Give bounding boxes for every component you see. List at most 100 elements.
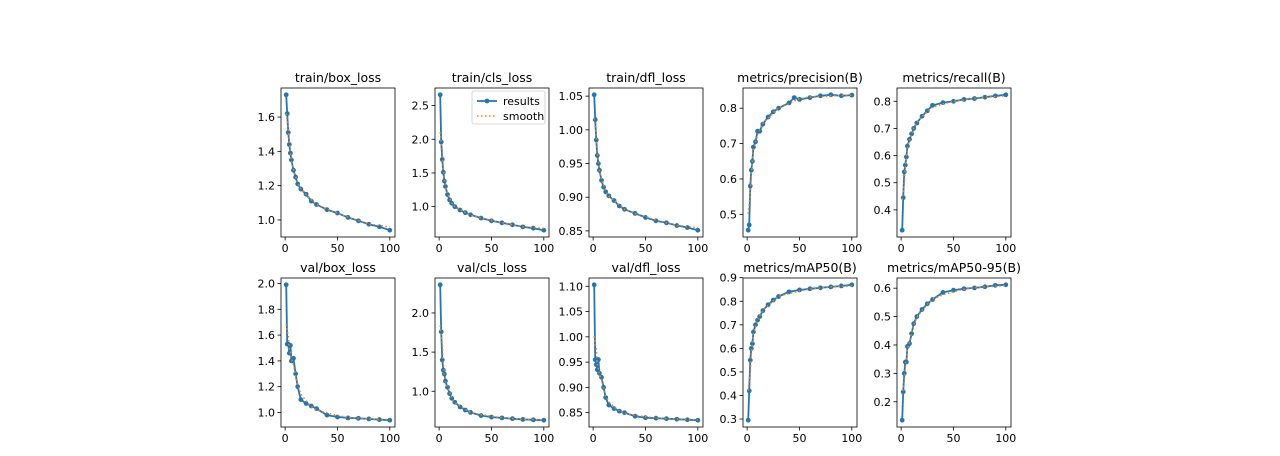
x-tick-label: 50 — [792, 242, 806, 255]
results-point — [786, 100, 792, 106]
results-point — [746, 222, 752, 228]
y-tick-label: 1.5 — [412, 167, 430, 180]
subplot-title: train/box_loss — [295, 70, 381, 85]
axes-frame — [896, 87, 1012, 238]
results-point — [992, 282, 998, 288]
results-point — [616, 408, 622, 414]
results-point — [770, 109, 776, 115]
subplot: val/dfl_loss 0 50 100 0.85 0.90 0.95 1.00 1.05 1.… — [559, 260, 709, 445]
results-point — [593, 362, 599, 368]
results-point — [387, 417, 393, 423]
results-point — [797, 287, 802, 293]
results-point — [468, 409, 473, 415]
subplot-title: val/dfl_loss — [612, 260, 681, 275]
results-point — [695, 417, 701, 423]
y-tick-label: 0.4 — [874, 204, 892, 217]
x-tick-label: 0 — [590, 242, 597, 255]
y-tick-label: 0.5 — [874, 177, 892, 190]
results-point — [765, 114, 771, 120]
results-point — [748, 345, 754, 351]
results-point — [818, 285, 823, 291]
y-tick-label: 0.6 — [720, 173, 738, 186]
results-point — [674, 223, 680, 228]
x-tick-label: 0 — [282, 432, 289, 445]
legend-results-label: results — [503, 95, 540, 108]
y-tick-label: 0.85 — [559, 407, 584, 420]
y-tick-label: 1.0 — [412, 201, 430, 214]
results-point — [807, 286, 813, 292]
results-point — [593, 137, 599, 143]
results-point — [632, 210, 638, 216]
y-tick-label: 0.6 — [720, 342, 738, 355]
y-tick-label: 0.95 — [559, 158, 584, 171]
results-point — [828, 92, 834, 98]
y-tick-label: 1.6 — [258, 329, 276, 342]
y-tick-label: 1.8 — [258, 303, 276, 316]
results-point — [899, 227, 905, 233]
x-tick-label: 50 — [484, 432, 498, 445]
x-tick-label: 50 — [946, 242, 960, 255]
x-tick-label: 100 — [533, 432, 554, 445]
results-point — [595, 161, 601, 166]
results-point — [606, 402, 612, 408]
y-tick-label: 0.8 — [874, 95, 892, 108]
y-tick-label: 1.05 — [559, 306, 584, 319]
results-point — [366, 416, 372, 422]
results-point — [457, 207, 463, 213]
results-point — [903, 154, 909, 160]
x-tick-label: 100 — [687, 432, 708, 445]
results-point — [951, 287, 956, 293]
results-point — [791, 95, 797, 101]
y-tick-label: 0.7 — [720, 138, 738, 151]
results-point — [287, 150, 293, 156]
results-line — [285, 94, 391, 232]
results-point — [684, 417, 690, 423]
results-point — [940, 290, 946, 295]
legend-results-marker — [484, 98, 490, 104]
results-point — [591, 92, 597, 98]
results-point — [541, 227, 547, 233]
results-point — [284, 111, 290, 117]
subplot: train/box_loss 0 50 100 1.0 1.2 1.4 1.6 — [258, 70, 401, 255]
y-tick-label: 0.6 — [874, 150, 892, 163]
y-tick-label: 1.2 — [258, 381, 276, 394]
subplot: train/cls_loss 0 50 100 1.0 1.5 2.0 2.5 results s… — [412, 70, 555, 255]
results-point — [366, 221, 372, 227]
y-tick-label: 1.4 — [258, 145, 276, 158]
x-tick-label: 0 — [744, 432, 751, 445]
x-tick-label: 0 — [282, 242, 289, 255]
results-point — [930, 102, 935, 108]
subplot: metrics/recall(B) 0 50 100 0.4 0.5 0.6 0.7 0.8 — [874, 70, 1017, 255]
results-point — [520, 417, 526, 422]
smooth-line — [285, 324, 390, 421]
results-point — [478, 413, 484, 418]
results-point — [749, 341, 755, 347]
x-tick-label: 0 — [898, 242, 905, 255]
y-tick-label: 0.3 — [720, 413, 738, 426]
results-line — [593, 284, 698, 422]
x-tick-label: 50 — [792, 432, 806, 445]
results-point — [643, 415, 648, 421]
results-point — [443, 378, 448, 384]
smooth-line — [439, 325, 544, 421]
x-tick-label: 100 — [533, 242, 554, 255]
y-tick-label: 0.5 — [720, 208, 738, 221]
x-tick-label: 100 — [841, 242, 862, 255]
results-point — [510, 222, 515, 228]
results-point — [387, 227, 393, 233]
results-point — [972, 285, 977, 291]
axes-frame — [434, 87, 550, 238]
results-point — [324, 412, 330, 418]
x-tick-label: 0 — [436, 242, 443, 255]
results-point — [746, 388, 752, 394]
smooth-line — [593, 118, 698, 229]
y-tick-label: 2.0 — [258, 277, 276, 290]
results-point — [982, 94, 988, 100]
results-point — [760, 121, 766, 127]
axes-frame — [588, 277, 704, 428]
y-tick-label: 1.05 — [559, 90, 584, 103]
results-point — [303, 401, 309, 406]
results-point — [499, 415, 505, 421]
results-point — [541, 417, 547, 423]
